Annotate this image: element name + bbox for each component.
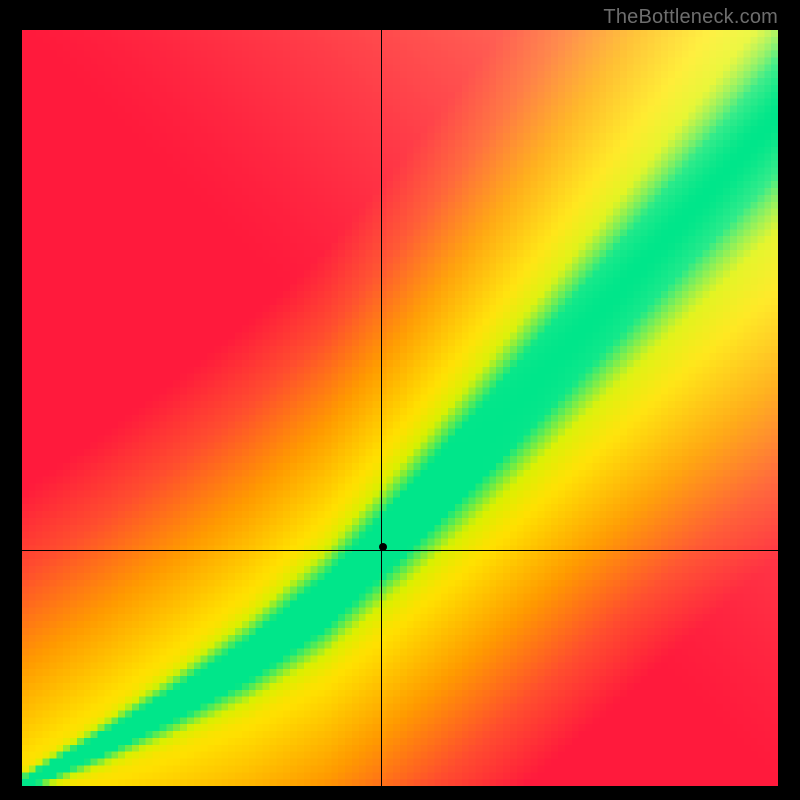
crosshair-vertical	[381, 30, 382, 786]
plot-area	[22, 30, 778, 786]
heatmap-canvas	[22, 30, 778, 786]
marker-dot	[379, 543, 387, 551]
watermark: TheBottleneck.com	[603, 6, 778, 29]
crosshair-horizontal	[22, 550, 778, 551]
